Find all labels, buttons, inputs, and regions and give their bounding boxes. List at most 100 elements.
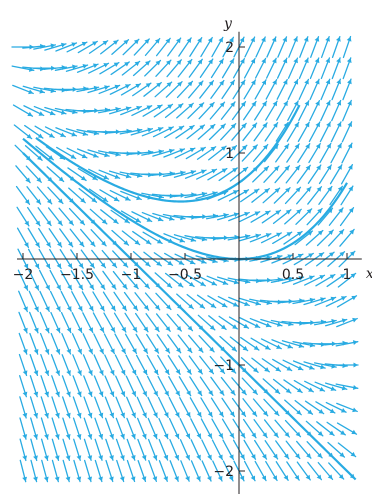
slope-arrow <box>199 355 215 375</box>
slope-arrow <box>71 312 83 334</box>
slope-arrow <box>197 123 216 140</box>
slope-arrow <box>189 397 202 418</box>
slope-arrow <box>200 397 213 418</box>
slope-arrow <box>178 355 192 375</box>
slope-arrow <box>315 273 336 287</box>
slope-arrow <box>55 127 78 137</box>
slope-arrow <box>314 296 337 307</box>
slope-arrow <box>328 207 344 226</box>
slope-arrow <box>50 311 61 334</box>
slope-arrow <box>126 417 136 440</box>
slope-arrow <box>210 58 224 79</box>
slope-arrow <box>18 353 28 377</box>
slope-arrow <box>208 123 226 141</box>
slope-arrow <box>313 318 337 326</box>
slope-arrow <box>155 59 172 77</box>
slope-arrow <box>102 291 116 312</box>
slope-arrow <box>287 100 299 121</box>
slope-arrow <box>168 375 181 397</box>
axes <box>17 31 362 494</box>
slope-arrow <box>260 318 283 327</box>
slope-arrow <box>162 170 186 177</box>
slope-arrow <box>147 396 158 419</box>
slope-arrow <box>263 398 280 417</box>
slope-arrow <box>119 128 143 135</box>
slope-arrow <box>253 419 268 439</box>
slope-arrow <box>208 315 227 331</box>
slope-arrow <box>125 354 137 376</box>
slope-arrow <box>18 332 28 355</box>
slope-arrow <box>242 100 257 121</box>
slope-arrow <box>141 211 164 222</box>
slope-arrow <box>222 460 234 482</box>
slope-arrow <box>318 185 333 205</box>
slope-arrow <box>310 36 320 58</box>
slope-arrow <box>341 142 353 164</box>
slope-arrow <box>327 441 346 458</box>
slope-arrow <box>111 39 130 55</box>
slope-arrow <box>276 57 288 79</box>
slope-arrow <box>167 355 181 375</box>
slope-arrow <box>81 270 95 291</box>
slope-arrow <box>209 355 226 375</box>
slope-arrow <box>115 438 125 461</box>
slope-arrow <box>296 164 311 184</box>
slope-arrow <box>281 275 305 284</box>
slope-arrow <box>29 353 39 377</box>
slope-arrow <box>173 234 197 243</box>
slope-arrow <box>254 460 267 482</box>
solution-curves <box>22 104 357 481</box>
slope-arrow <box>305 420 324 437</box>
slope-arrow <box>55 42 78 52</box>
slope-arrow <box>152 148 175 157</box>
slope-arrow <box>184 169 207 179</box>
slope-arrow <box>298 100 310 122</box>
slope-arrow <box>73 438 82 461</box>
slope-arrow <box>336 422 358 435</box>
slope-arrow <box>283 379 303 394</box>
slope-arrow <box>284 208 302 225</box>
slope-arrow <box>264 122 279 142</box>
slope-arrow <box>24 145 43 161</box>
slope-arrow <box>72 354 82 376</box>
slope-arrow <box>137 459 147 483</box>
slope-arrow <box>113 291 128 312</box>
slope-arrow <box>196 274 218 286</box>
slope-arrow <box>201 460 212 482</box>
slope-arrow <box>51 375 60 398</box>
slope-arrow <box>167 37 182 57</box>
slope-arrow <box>70 270 84 291</box>
slope-arrow <box>220 356 237 374</box>
slope-arrow <box>298 57 309 79</box>
slope-arrow <box>40 375 50 398</box>
slope-arrow <box>263 419 279 438</box>
slope-arrow <box>110 209 130 224</box>
slope-arrow <box>339 228 355 247</box>
slope-arrow <box>272 358 293 372</box>
slope-arrow <box>209 101 226 120</box>
axis-ticks <box>22 46 348 472</box>
slope-arrow <box>163 148 186 158</box>
slope-arrow <box>155 37 171 57</box>
slope-arrow <box>249 233 272 243</box>
slope-arrow <box>292 297 316 305</box>
slope-arrow <box>197 314 216 331</box>
slope-arrow <box>133 38 150 56</box>
slope-arrow <box>186 293 206 309</box>
slope-arrow <box>38 269 51 291</box>
slope-arrow <box>155 313 171 332</box>
slope-arrow <box>341 121 353 143</box>
slope-arrow <box>175 124 195 139</box>
slope-arrow <box>254 439 268 460</box>
slope-arrow <box>216 212 240 221</box>
slope-arrow <box>12 84 34 95</box>
slope-arrow <box>130 127 154 136</box>
slope-arrow <box>76 85 100 93</box>
slope-arrow <box>27 227 41 248</box>
x-axis-title: x <box>366 266 372 282</box>
slope-arrow <box>166 59 182 78</box>
slope-arrow <box>73 459 82 483</box>
slope-arrow <box>265 460 278 482</box>
slope-arrow <box>112 270 128 290</box>
slope-arrow <box>263 165 280 183</box>
